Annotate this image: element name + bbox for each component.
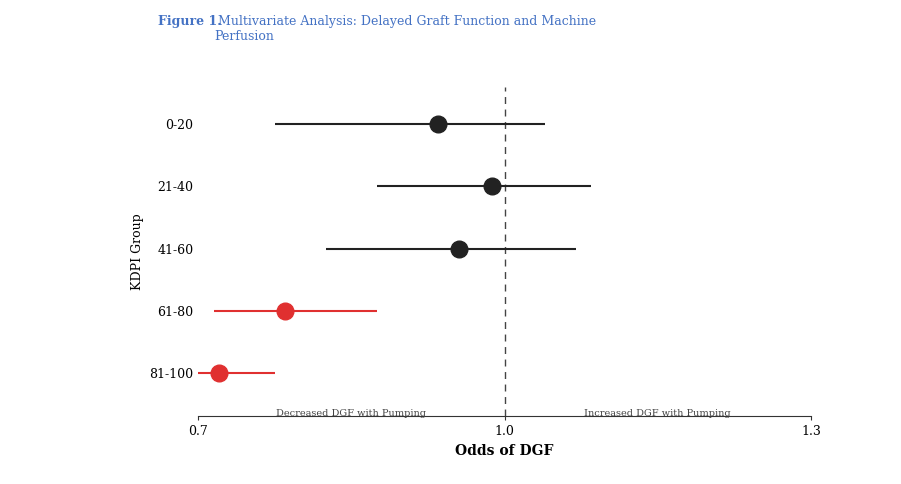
Text: Figure 1.: Figure 1.: [158, 15, 222, 28]
Y-axis label: KDPI Group: KDPI Group: [131, 213, 143, 290]
Text: Increased DGF with Pumping: Increased DGF with Pumping: [585, 409, 731, 418]
Text: Multivariate Analysis: Delayed Graft Function and Machine
Perfusion: Multivariate Analysis: Delayed Graft Fun…: [214, 15, 596, 43]
Text: Decreased DGF with Pumping: Decreased DGF with Pumping: [277, 409, 426, 418]
X-axis label: Odds of DGF: Odds of DGF: [455, 444, 554, 458]
